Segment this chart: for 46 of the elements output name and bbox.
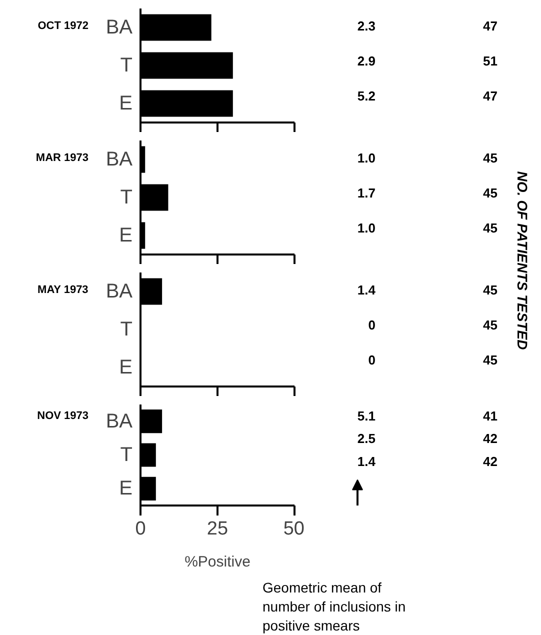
text: 2.9 (357, 53, 376, 68)
text: 41 (483, 408, 498, 424)
y-tick-label: T (120, 54, 132, 76)
text: 45 (483, 220, 498, 236)
text: 51 (483, 53, 498, 68)
text: 1.4 (357, 454, 376, 469)
text: NOV 1973 (37, 410, 89, 422)
y-tick-label: T (120, 186, 132, 208)
x-tick-label: 25 (206, 518, 228, 540)
y-tick-label: E (119, 478, 133, 500)
text: MAY 1973 (38, 284, 88, 296)
text: 45 (483, 150, 498, 166)
text: 1.0 (357, 220, 376, 236)
text: 47 (483, 18, 498, 34)
y-tick-label: BA (106, 280, 134, 302)
y2-axis-title: NO. OF PATIENTS TESTED (514, 171, 530, 350)
text: 42 (483, 454, 498, 469)
text: 45 (483, 352, 498, 368)
x-axis-title: %Positive (184, 554, 250, 570)
text: 5.1 (357, 408, 376, 424)
text: Geometric mean of number of inclusions in positive smears (262, 580, 406, 634)
y-tick-label: BA (106, 148, 134, 170)
y-tick-label: T (120, 444, 132, 466)
y-tick-label: BA (106, 410, 134, 432)
text: 1.4 (357, 282, 376, 298)
text: 0 (368, 317, 376, 332)
y-tick-label: E (119, 224, 133, 246)
text: 1.0 (357, 150, 376, 166)
y-tick-label: E (119, 356, 133, 378)
text: MAR 1973 (36, 152, 88, 164)
x-tick-label: 0 (135, 518, 146, 540)
text: 1.7 (357, 185, 376, 200)
y-tick-label: T (120, 318, 132, 340)
y-tick-label: E (119, 92, 133, 114)
y-tick-label: BA (106, 16, 134, 38)
text: 2.5 (357, 431, 376, 446)
text: 45 (483, 317, 498, 332)
text: 45 (483, 185, 498, 200)
x-tick-label: 50 (283, 518, 305, 540)
text: 0 (368, 352, 376, 368)
text: 47 (483, 88, 498, 104)
text: 42 (483, 431, 498, 446)
text: OCT 1972 (38, 20, 89, 32)
text: 5.2 (357, 88, 376, 104)
text: 2.3 (357, 18, 376, 34)
text: 45 (483, 282, 498, 298)
